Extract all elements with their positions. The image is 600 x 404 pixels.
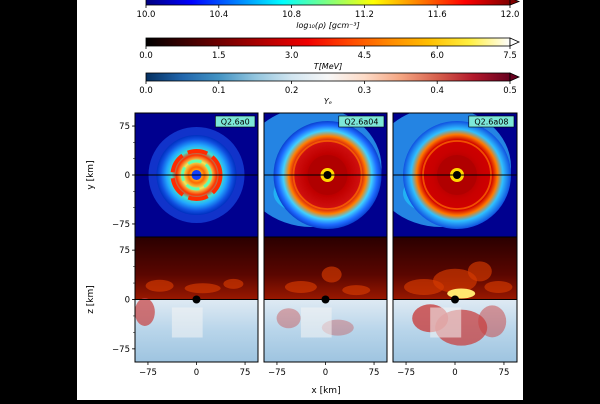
ye-feature xyxy=(276,308,301,329)
colorbar-extension xyxy=(509,0,521,6)
panel-2: Q2.6a04 xyxy=(263,112,388,363)
colorbar-label: log₁₀(ρ) [gcm⁻³] xyxy=(296,21,359,30)
ye-feature xyxy=(171,307,203,338)
x-tick-label: 75 xyxy=(499,368,510,378)
x-axis-label: x [km] xyxy=(311,386,340,396)
colorbar-1: 10.0 10.4 10.8 11.2 11.6 12.0 log₁₀(ρ) [gcm⁻³] xyxy=(137,0,521,30)
z-tick-label: −75 xyxy=(112,345,130,355)
colorbar-label: Yₑ xyxy=(324,97,332,106)
panel-title-box xyxy=(468,115,515,128)
colorbar-tick-label: 0.0 xyxy=(139,51,153,61)
x-tick-label: −75 xyxy=(139,368,157,378)
colorbar-tick-label: 0.4 xyxy=(430,86,444,96)
ye-feature xyxy=(135,298,155,326)
colorbar-tick-label: 12.0 xyxy=(501,10,520,20)
panel-title: Q2.6a0 xyxy=(215,115,256,128)
panel-3: Q2.6a08 xyxy=(392,112,518,363)
temperature-map xyxy=(264,237,387,362)
colorbar-tick-label: 10.0 xyxy=(137,10,156,20)
colorbar-tick-label: 4.5 xyxy=(358,51,372,61)
temperature-hotspot xyxy=(284,281,317,293)
ye-feature xyxy=(478,305,507,338)
colorbar-tick-label: 0.2 xyxy=(285,86,299,96)
colorbar-tick-label: 1.5 xyxy=(212,51,226,61)
colorbar-tick-label: 3.0 xyxy=(285,51,299,61)
x-tick-label: 75 xyxy=(369,368,380,378)
y-axis-label: y [km] xyxy=(86,160,96,189)
panel-title: Q2.6a04 xyxy=(338,115,385,128)
z-tick-label: 0 xyxy=(125,296,130,306)
panel-title-text: Q2.6a04 xyxy=(344,118,378,127)
temperature-map xyxy=(135,237,258,362)
y-tick-label: 0 xyxy=(125,171,130,181)
colorbar-tick-label: 7.5 xyxy=(503,51,517,61)
temperature-hotspot xyxy=(145,279,174,292)
temperature-hotspot xyxy=(342,285,371,296)
ye-feature xyxy=(430,307,462,338)
colorbar-extension xyxy=(509,72,520,82)
colorbar-tick-label: 0.0 xyxy=(139,86,153,96)
panel-title-box xyxy=(215,115,256,128)
colorbar-tick-label: 11.6 xyxy=(428,10,447,20)
x-tick-label: 0 xyxy=(323,368,328,378)
colorbar-tick-label: 0.1 xyxy=(212,86,226,96)
x-tick-label: −75 xyxy=(397,368,415,378)
z-tick-label: 75 xyxy=(119,246,130,256)
panel-title: Q2.6a08 xyxy=(468,115,515,128)
colorbar-tick-label: 11.2 xyxy=(355,10,374,20)
colorbar-3: 0.0 0.1 0.2 0.3 0.4 0.5 Yₑ xyxy=(139,72,520,106)
ye-feature xyxy=(300,307,332,338)
y-tick-label: 75 xyxy=(119,122,130,132)
colorbar-2: 0.0 1.5 3.0 4.5 6.0 7.5 T[MeV] xyxy=(139,37,520,71)
figure: 10.0 10.4 10.8 11.2 11.6 12.0 log₁₀(ρ) [gcm⁻³]… xyxy=(77,0,523,400)
panel-title-text: Q2.6a0 xyxy=(221,118,250,127)
temperature-map xyxy=(393,237,517,362)
panel-title-text: Q2.6a08 xyxy=(474,118,508,127)
y-tick-label: −75 xyxy=(112,220,130,230)
temperature-hotspot xyxy=(321,266,342,283)
x-tick-label: 0 xyxy=(194,368,199,378)
temperature-hotspot xyxy=(184,283,221,294)
colorbar-gradient xyxy=(145,72,511,82)
colorbar-tick-label: 0.3 xyxy=(358,86,372,96)
colorbar-gradient xyxy=(145,0,511,6)
colorbar-tick-label: 0.5 xyxy=(503,86,517,96)
colorbar-label: T[MeV] xyxy=(314,62,342,71)
x-tick-label: −75 xyxy=(268,368,286,378)
colorbar-tick-label: 10.4 xyxy=(209,10,228,20)
black-hole xyxy=(192,295,201,304)
temperature-hotspot xyxy=(433,268,477,293)
chart-svg: 10.0 10.4 10.8 11.2 11.6 12.0 log₁₀(ρ) [gcm⁻³]… xyxy=(86,0,521,396)
x-tick-label: 75 xyxy=(240,368,251,378)
temperature-hotspot xyxy=(223,278,244,289)
panel-1: Q2.6a0 xyxy=(134,112,259,363)
colorbar-extension xyxy=(509,37,520,47)
panel-title-box xyxy=(338,115,385,128)
temperature-hotspot xyxy=(484,281,513,293)
colorbar-tick-label: 10.8 xyxy=(282,10,301,20)
x-tick-label: 0 xyxy=(452,368,457,378)
temperature-hotspot xyxy=(447,288,476,299)
colorbar-tick-label: 6.0 xyxy=(430,51,444,61)
black-hole xyxy=(451,295,459,304)
z-axis-label: z [km] xyxy=(86,285,96,314)
colorbar-gradient xyxy=(145,37,511,47)
temperature-hotspot xyxy=(467,261,492,282)
black-hole xyxy=(321,295,330,304)
